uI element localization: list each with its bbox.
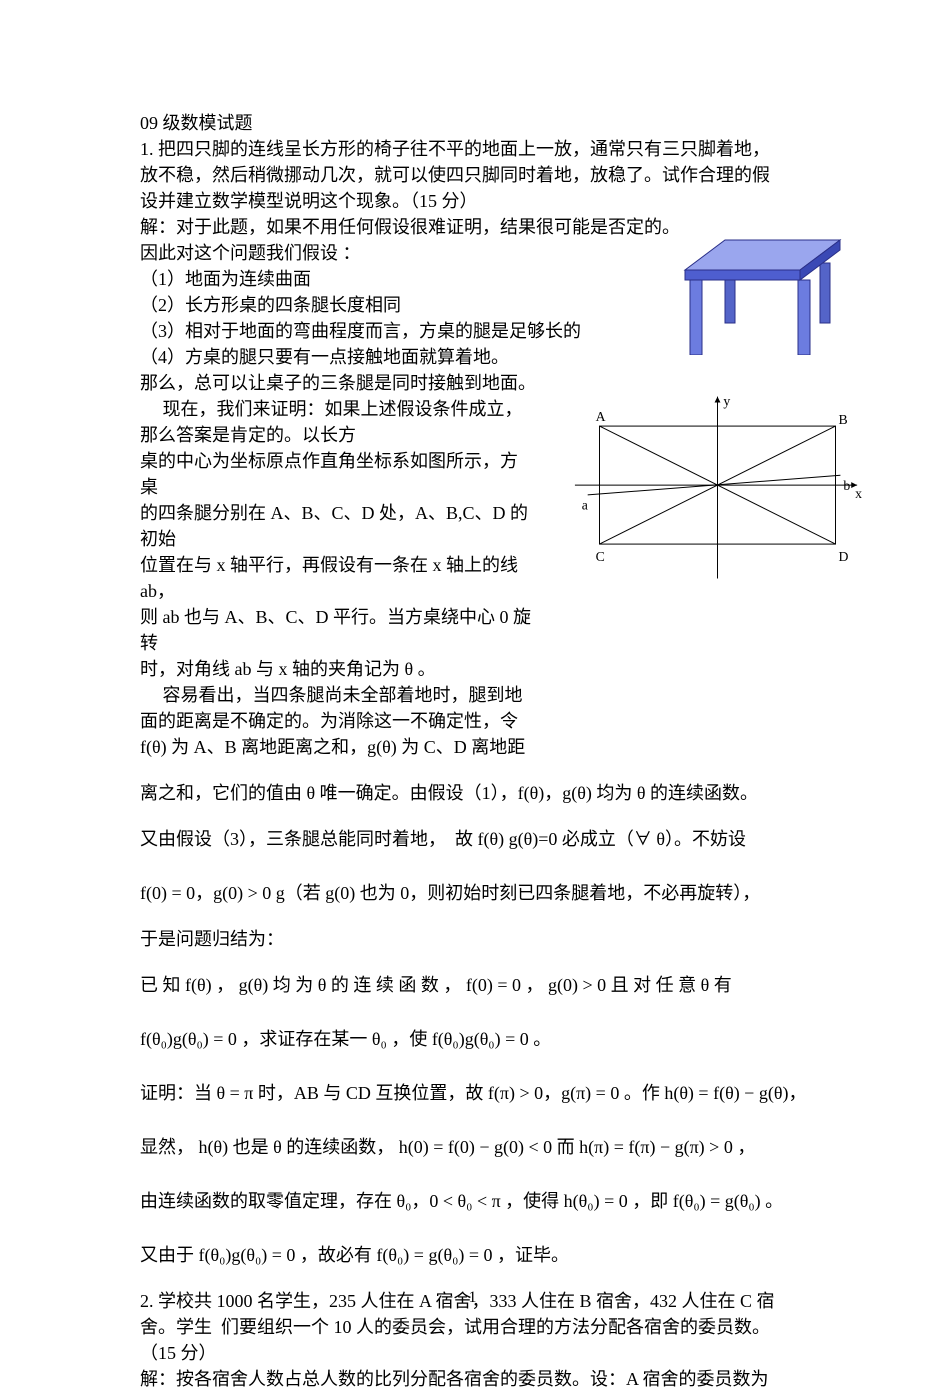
title: 09 级数模试题 bbox=[140, 110, 825, 136]
para-3a: 容易看出，当四条腿尚未全部着地时，腿到地 bbox=[140, 682, 535, 708]
q2-line3: （15 分） bbox=[140, 1340, 825, 1366]
table-illustration bbox=[670, 225, 845, 355]
para-10: 证明：当 θ = π 时，AB 与 CD 互换位置，故 f(π) > 0，g(π… bbox=[140, 1080, 825, 1106]
para-5: 又由假设（3），三条腿总能同时着地， 故 f(θ) g(θ)=0 必成立（∀ θ… bbox=[140, 826, 825, 852]
para-8: 已 知 f(θ) ， g(θ) 均 为 θ 的 连 续 函 数 ， f(0) =… bbox=[140, 972, 825, 998]
q2-line2: 舍。学生 们要组织一个 10 人的委员会，试用合理的方法分配各宿舍的委员数。 bbox=[140, 1314, 825, 1340]
para-9: f(θ₀)g(θ₀) = 0 ，求证存在某一 θ₀ ，使 f(θ₀)g(θ₀) … bbox=[140, 1026, 825, 1052]
para-3c: f(θ) 为 A、B 离地距离之和，g(θ) 为 C、D 离地距 bbox=[140, 734, 535, 760]
para-2e: 则 ab 也与 A、B、C、D 平行。当方桌绕中心 0 旋转 bbox=[140, 604, 535, 656]
q1-line2: 放不稳，然后稍微挪动几次，就可以使四只脚同时着地，放稳了。试作合理的假 bbox=[140, 162, 825, 188]
q1-line3: 设并建立数学模型说明这个现象。（15 分） bbox=[140, 188, 825, 214]
label-a-lower: a bbox=[582, 498, 588, 513]
para-7: 于是问题归结为： bbox=[140, 926, 825, 952]
para-12: 由连续函数的取零值定理，存在 θ₀，0 < θ₀ < π ，使得 h(θ₀) =… bbox=[140, 1188, 825, 1214]
label-b-lower: b bbox=[843, 478, 850, 493]
page: A B C D a b x y 09 级数模试题 1. 把四只脚的连线呈长方形的… bbox=[0, 0, 945, 1337]
para-2f: 时，对角线 ab 与 x 轴的夹角记为 θ 。 bbox=[140, 656, 535, 682]
para-2b: 桌的中心为坐标原点作直角坐标系如图所示，方桌 bbox=[140, 448, 535, 500]
label-b-upper: B bbox=[838, 412, 847, 427]
q2-line4: 解：按各宿舍人数占总人数的比列分配各宿舍的委员数。设：A 宿舍的委员数为 bbox=[140, 1366, 825, 1392]
para-2c: 的四条腿分别在 A、B、C、D 处，A、B,C、D 的初始 bbox=[140, 500, 535, 552]
label-c-upper: C bbox=[596, 549, 605, 564]
para-4: 离之和，它们的值由 θ 唯一确定。由假设（1），f(θ)，g(θ) 均为 θ 的… bbox=[140, 780, 825, 806]
coordinate-diagram: A B C D a b x y bbox=[570, 390, 865, 590]
para-2a: 现在，我们来证明：如果上述假设条件成立，那么答案是肯定的。以长方 bbox=[140, 396, 535, 448]
page-number: 1 bbox=[0, 1289, 945, 1307]
para-11: 显然， h(θ) 也是 θ 的连续函数， h(0) = f(0) − g(0) … bbox=[140, 1134, 825, 1160]
para-3b: 面的距离是不确定的。为消除这一不确定性，令 bbox=[140, 708, 535, 734]
label-x: x bbox=[855, 486, 862, 501]
para-13: 又由于 f(θ₀)g(θ₀) = 0 ，故必有 f(θ₀) = g(θ₀) = … bbox=[140, 1242, 825, 1268]
label-y: y bbox=[723, 393, 730, 408]
label-a-upper: A bbox=[596, 409, 606, 424]
para-2d: 位置在与 x 轴平行，再假设有一条在 x 轴上的线 ab， bbox=[140, 552, 535, 604]
label-d-upper: D bbox=[838, 549, 848, 564]
para-6: f(0) = 0，g(0) > 0 g（若 g(0) 也为 0，则初始时刻已四条… bbox=[140, 880, 825, 906]
q1-line1: 1. 把四只脚的连线呈长方形的椅子往不平的地面上一放，通常只有三只脚着地， bbox=[140, 136, 825, 162]
